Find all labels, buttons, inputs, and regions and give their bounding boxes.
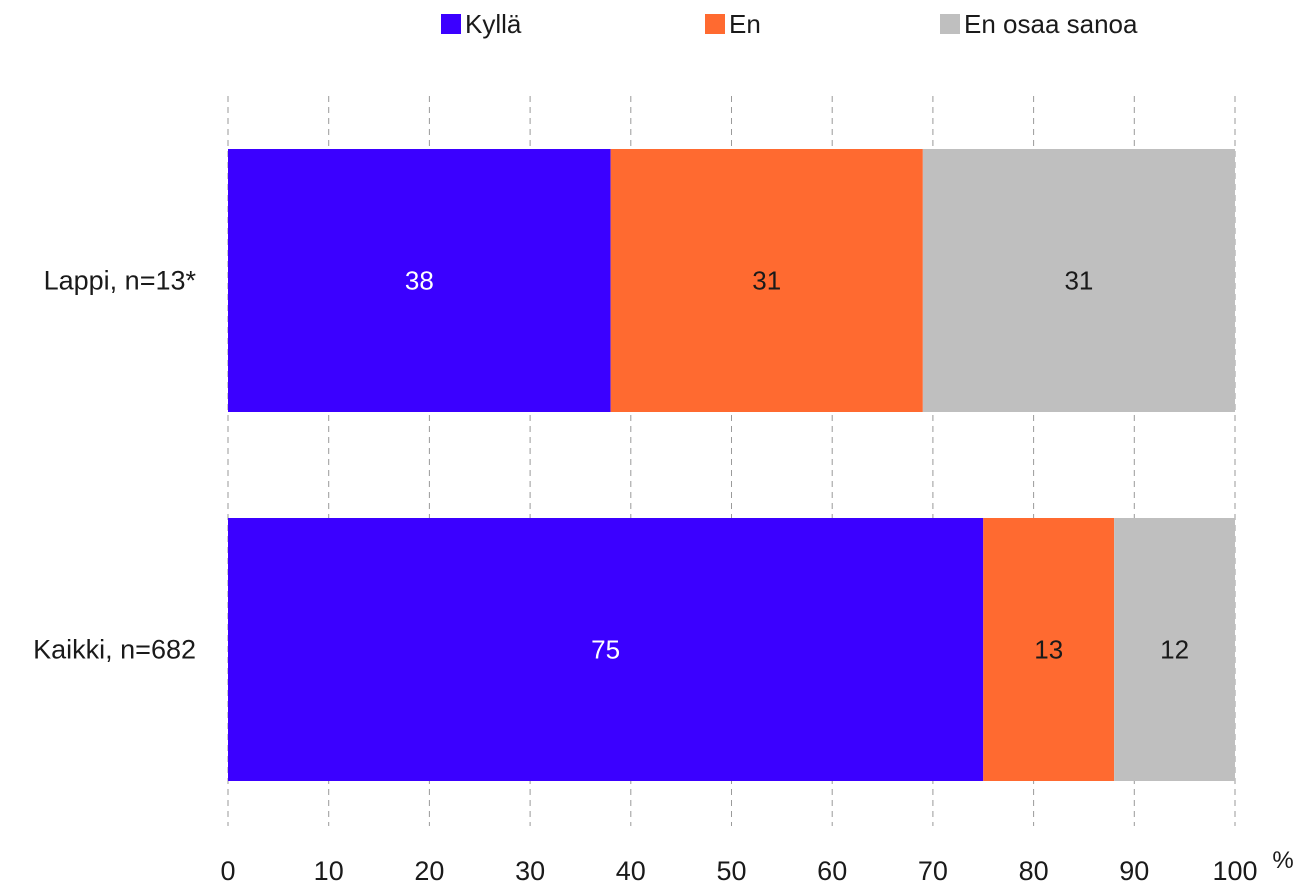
data-label-0-1: 31 bbox=[752, 266, 781, 296]
legend-swatch-en-osaa-sanoa bbox=[940, 14, 960, 34]
legend-item-en: En bbox=[705, 6, 761, 42]
bar-0-2 bbox=[922, 149, 1235, 412]
legend: Kyllä En En osaa sanoa bbox=[0, 6, 1302, 46]
x-tick-label-70: 70 bbox=[918, 856, 948, 886]
bar-1-0 bbox=[228, 518, 984, 781]
x-tick-label-40: 40 bbox=[616, 856, 646, 886]
x-tick-label-30: 30 bbox=[515, 856, 545, 886]
x-tick-label-90: 90 bbox=[1119, 856, 1149, 886]
legend-swatch-en bbox=[705, 14, 725, 34]
data-label-1-1: 13 bbox=[1034, 635, 1063, 665]
category-label-0: Lappi, n=13* bbox=[44, 266, 197, 296]
legend-label-en: En bbox=[729, 9, 761, 39]
bar-1-1 bbox=[983, 518, 1115, 781]
x-tick-label-80: 80 bbox=[1019, 856, 1049, 886]
data-label-0-0: 38 bbox=[405, 266, 434, 296]
category-label-1: Kaikki, n=682 bbox=[33, 635, 196, 665]
x-tick-label-10: 10 bbox=[314, 856, 344, 886]
x-unit-label: % bbox=[1272, 847, 1293, 874]
data-label-0-2: 31 bbox=[1064, 266, 1093, 296]
bar-0-1 bbox=[610, 149, 923, 412]
legend-item-en-osaa-sanoa: En osaa sanoa bbox=[940, 6, 1137, 42]
legend-label-kylla: Kyllä bbox=[465, 9, 522, 39]
bar-0-0 bbox=[228, 149, 611, 412]
legend-label-en-osaa-sanoa: En osaa sanoa bbox=[964, 9, 1138, 39]
x-tick-label-20: 20 bbox=[414, 856, 444, 886]
data-label-1-2: 12 bbox=[1160, 635, 1189, 665]
x-tick-label-100: 100 bbox=[1212, 856, 1257, 886]
data-label-1-0: 75 bbox=[591, 635, 620, 665]
legend-item-kylla: Kyllä bbox=[441, 6, 521, 42]
x-tick-label-50: 50 bbox=[716, 856, 746, 886]
x-tick-label-0: 0 bbox=[220, 856, 235, 886]
bar-1-2 bbox=[1114, 518, 1235, 781]
legend-swatch-kylla bbox=[441, 14, 461, 34]
x-tick-label-60: 60 bbox=[817, 856, 847, 886]
